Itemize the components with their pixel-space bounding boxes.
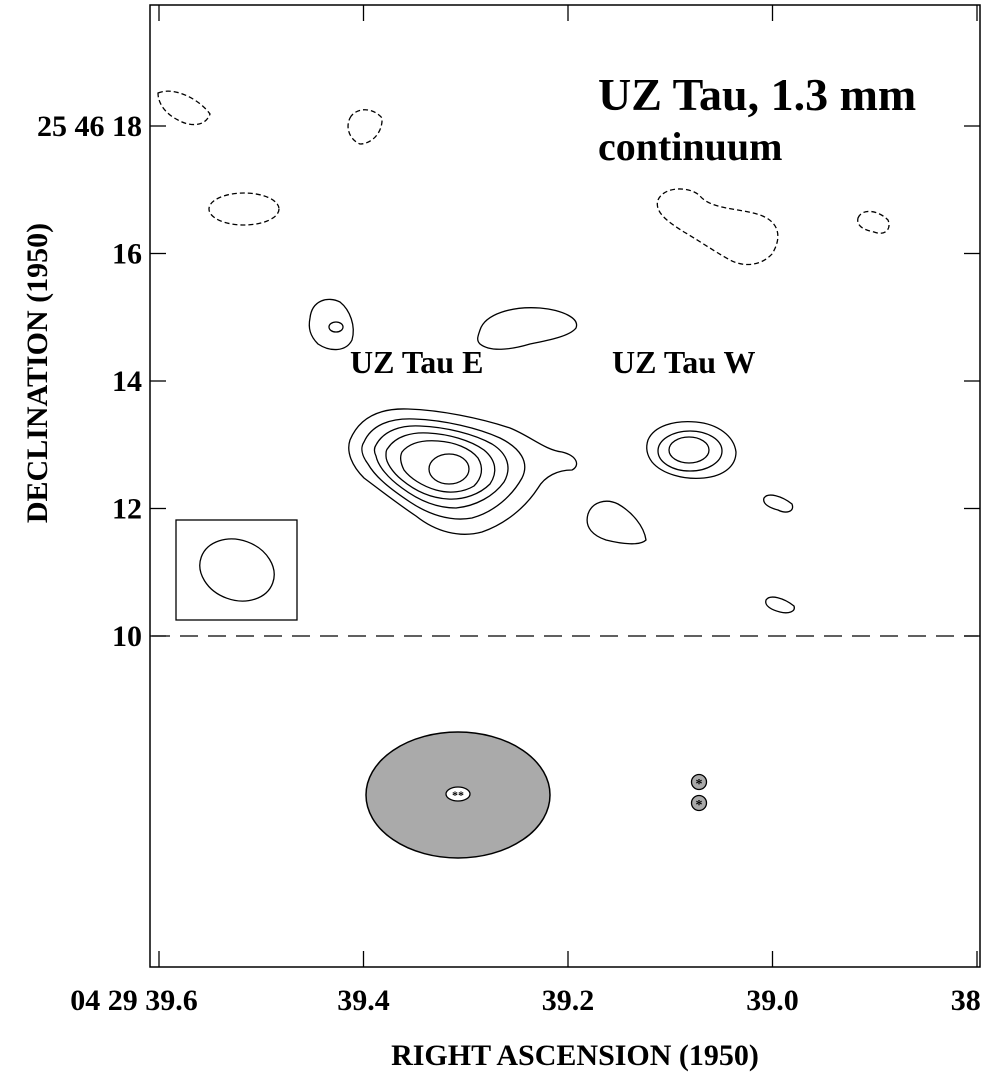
neg-contour-3 (208, 192, 280, 226)
contour-small-2 (477, 307, 578, 350)
uz-tau-e-contours (348, 408, 578, 535)
axis-ticks (150, 5, 980, 967)
uz-tau-e-level-1 (348, 408, 578, 535)
uz-tau-w-star-1: * (696, 777, 703, 792)
plot-frame (149, 4, 981, 968)
uz-tau-e-level-3 (373, 425, 509, 509)
uz-tau-e-level-2 (361, 418, 526, 520)
uz-tau-e-binary-symbol: ** (452, 788, 464, 802)
positive-contours (308, 298, 795, 614)
uz-tau-e-level-4 (385, 432, 496, 500)
x-axis-label: RIGHT ASCENSION (1950) (391, 1039, 759, 1072)
tick-labels: 04 29 39.6 39.4 39.2 39.0 38.8 25 46 18 16 14 12… (37, 110, 982, 1017)
y-tick-label-3: 12 (112, 493, 142, 526)
y-tick-label-1: 16 (112, 238, 142, 271)
y-tick-label-4: 10 (112, 620, 142, 653)
x-tick-label-4: 38.8 (951, 984, 982, 1017)
uz-tau-e-level-6 (428, 453, 470, 485)
contour-small-5 (765, 596, 795, 614)
contour-small-1-inner (328, 321, 344, 333)
label-uz-tau-e: UZ Tau E (350, 344, 483, 380)
x-tick-label-1: 39.4 (337, 984, 390, 1017)
neg-contour-1 (157, 90, 211, 126)
x-tick-label-0: 04 29 39.6 (70, 984, 198, 1017)
uz-tau-w-level-3 (668, 436, 710, 464)
chart-title-line-1: UZ Tau, 1.3 mm (598, 69, 916, 120)
x-tick-label-2: 39.2 (542, 984, 595, 1017)
y-tick-label-2: 14 (112, 365, 142, 398)
contour-small-1 (308, 298, 354, 351)
contour-small-4 (763, 494, 794, 513)
neg-contour-2 (347, 109, 383, 145)
y-axis-label: DECLINATION (1950) (21, 223, 54, 523)
uz-tau-w-star-disk-2 (690, 794, 708, 812)
beam-inset (175, 519, 298, 621)
x-tick-label-3: 39.0 (746, 984, 799, 1017)
uz-tau-w-star-disk-1 (690, 773, 708, 791)
label-uz-tau-w: UZ Tau W (612, 344, 756, 380)
contour-small-3 (586, 500, 647, 545)
chart-title-line-2: continuum (598, 124, 783, 169)
uz-tau-w-star-2: * (696, 798, 703, 813)
uz-tau-e-inner-disk (445, 786, 471, 802)
uz-tau-e-level-5 (400, 440, 483, 493)
uz-tau-w-contours (646, 420, 737, 480)
beam-box (175, 519, 298, 621)
beam-ellipse (199, 538, 275, 602)
uz-tau-w-level-2 (657, 430, 723, 472)
negative-contours (157, 90, 890, 266)
y-tick-label-0: 25 46 18 (37, 110, 142, 143)
neg-contour-5 (857, 210, 890, 234)
schematic-panel: ** * * (365, 731, 708, 859)
neg-contour-4 (656, 188, 779, 266)
uz-tau-w-level-1 (646, 420, 737, 480)
